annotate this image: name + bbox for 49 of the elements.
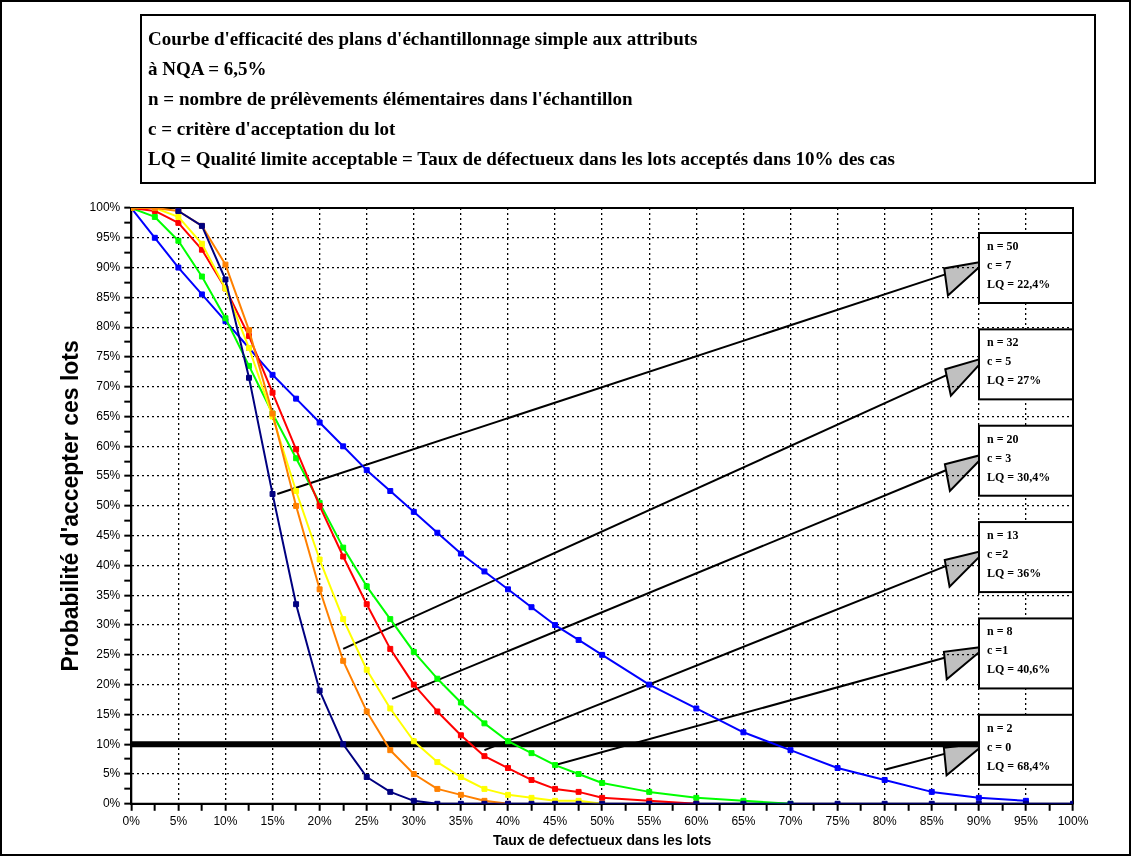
y-tick-label: 90% (96, 259, 121, 274)
x-tick-label: 15% (260, 814, 285, 829)
y-tick-label: 80% (96, 319, 121, 334)
y-tick-label: 85% (96, 289, 121, 304)
x-tick-label: 45% (543, 814, 568, 829)
y-tick-label: 40% (96, 557, 121, 572)
y-tick-label: 75% (96, 349, 121, 364)
y-tick-label: 45% (96, 528, 121, 542)
chart-title: Courbe d'efficacité des plans d'échantillonnage simple aux attributs (148, 27, 699, 51)
y-tick-label: 95% (96, 230, 121, 245)
x-tick-label: 85% (919, 814, 945, 829)
y-tick-label: 20% (96, 676, 121, 691)
text: n = nombre de prélèvements élémentaires dans l'échantillon (148, 87, 634, 111)
x-tick-label: 90% (966, 814, 992, 829)
text: c = critère d'acceptation du lot (148, 117, 397, 141)
x-tick-label: 35% (448, 814, 474, 829)
x-tick-label: 25% (354, 814, 380, 829)
x-tick-label: 65% (731, 814, 756, 829)
x-tick-label: 55% (637, 814, 662, 829)
x-tick-label: 70% (778, 814, 803, 829)
y-tick-label: 5% (102, 766, 121, 781)
text: LQ = Qualité limite acceptable = Taux de défectueux dans les lots acceptés dans 10% des cas (148, 147, 896, 171)
x-tick-label: 20% (307, 814, 332, 829)
y-tick-label: 100% (89, 200, 121, 215)
x-tick-label: 0% (122, 814, 141, 829)
x-tick-label: 30% (401, 814, 427, 829)
x-tick-label: 60% (684, 814, 709, 829)
x-tick-label: 5% (169, 814, 188, 829)
y-tick-label: 35% (96, 587, 121, 602)
x-tick-label: 50% (590, 814, 615, 829)
y-tick-label: 70% (96, 379, 121, 394)
y-tick-label: 55% (96, 468, 121, 483)
x-tick-label: 80% (872, 814, 897, 829)
y-tick-label: 15% (96, 706, 121, 721)
y-tick-label: 25% (96, 647, 121, 662)
y-tick-label: 10% (96, 736, 121, 751)
y-axis-title: Probabilité d'accepter ces lots (57, 340, 84, 672)
x-tick-label: 95% (1013, 814, 1039, 829)
y-tick-label: 0% (102, 796, 121, 811)
chart-subtitle: à NQA = 6,5% (148, 57, 268, 81)
x-tick-label: 75% (825, 814, 850, 829)
x-tick-label: 10% (213, 814, 238, 829)
y-tick-label: 65% (96, 408, 121, 423)
y-tick-label: 60% (96, 438, 121, 453)
x-tick-label: 100% (1057, 814, 1089, 829)
x-axis-title: Taux de defectueux dans les lots (492, 832, 712, 849)
y-tick-label: 30% (96, 617, 121, 632)
y-tick-label: 50% (96, 498, 121, 513)
x-tick-label: 40% (495, 814, 521, 829)
